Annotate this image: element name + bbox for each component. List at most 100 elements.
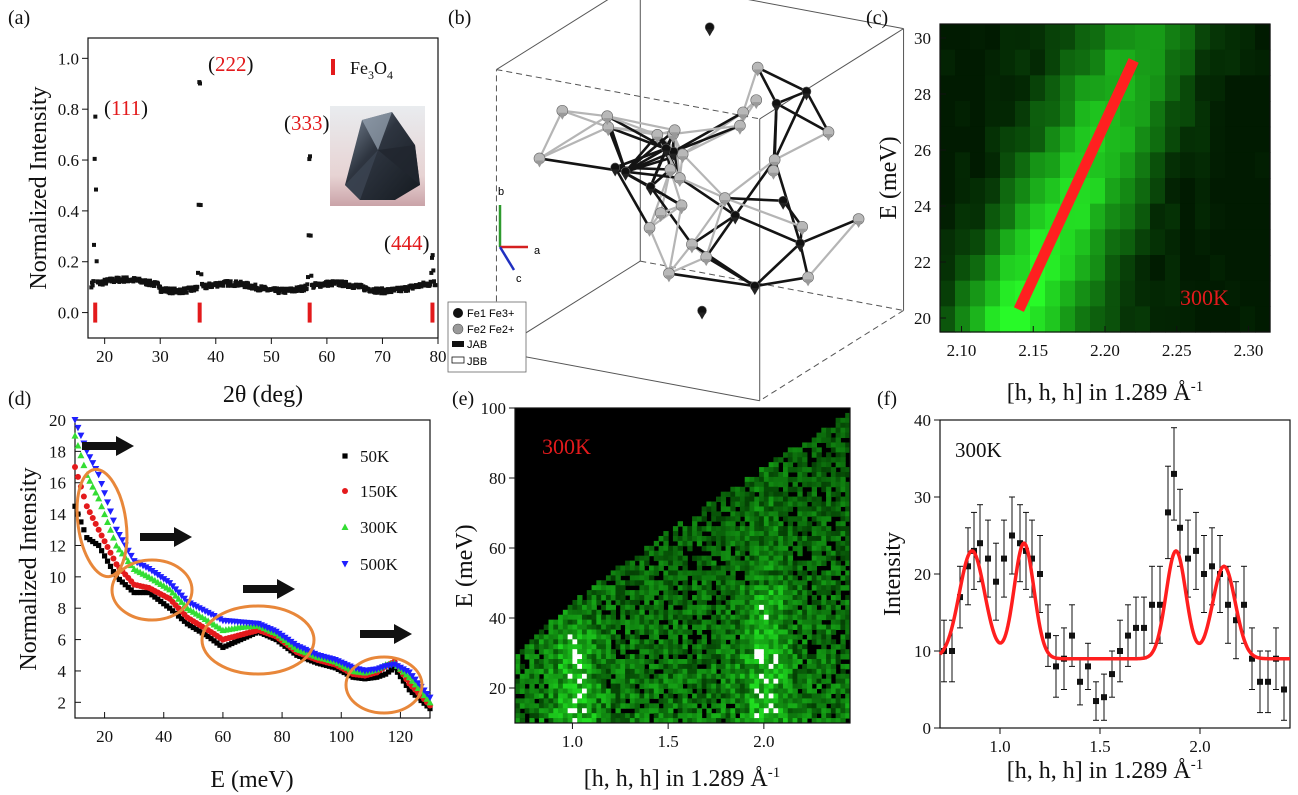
heatmap-cell — [720, 649, 727, 655]
heatmap-cell — [639, 649, 645, 655]
heatmap-cell — [577, 678, 583, 685]
heatmap-cell — [658, 698, 664, 704]
heatmap-cell — [787, 599, 794, 606]
heatmap-cell — [1015, 203, 1031, 230]
panel-c-ylabel: E (meV) — [876, 136, 902, 219]
heatmap-cell — [687, 604, 693, 611]
heatmap-cell — [716, 531, 722, 537]
heatmap-cell — [558, 708, 564, 714]
heatmap-cell — [529, 683, 535, 690]
heatmap-cell — [706, 575, 712, 581]
panel-f-fit-curve — [938, 541, 1290, 661]
heatmap-cell — [687, 673, 693, 680]
heatmap-cell — [639, 555, 645, 562]
heatmap-cell — [586, 718, 593, 724]
heatmap-cell — [534, 693, 540, 699]
heatmap-cell — [759, 599, 765, 606]
heatmap-cell — [783, 491, 789, 498]
heatmap-cell — [692, 570, 698, 576]
heatmap-cell — [687, 531, 693, 537]
heatmap-cell — [634, 639, 640, 645]
heatmap-cell — [730, 491, 736, 498]
x-tick-label: 70 — [374, 347, 391, 366]
heatmap-cell — [711, 649, 717, 655]
heatmap-cell — [653, 629, 660, 635]
heatmap-cell — [835, 590, 841, 596]
heatmap-cell — [1255, 306, 1271, 333]
heatmap-cell — [615, 624, 621, 630]
heatmap-cell — [725, 673, 731, 680]
heatmap-cell — [1045, 255, 1061, 282]
heatmap-cell — [649, 624, 655, 630]
data-point — [1001, 555, 1007, 562]
heatmap-cell — [610, 595, 616, 601]
heatmap-cell — [682, 609, 688, 616]
heatmap-cell — [802, 590, 808, 596]
heatmap-cell — [610, 629, 616, 635]
heatmap-cell — [749, 575, 755, 581]
heatmap-cell — [1090, 306, 1106, 333]
heatmap-cell — [577, 718, 583, 724]
heatmap-cell — [816, 555, 822, 562]
heatmap-cell — [845, 604, 851, 611]
heatmap-cell — [696, 629, 703, 635]
heatmap-cell — [826, 467, 832, 473]
y-tick-label: 20 — [489, 679, 506, 698]
heatmap-cell — [725, 521, 731, 527]
heatmap-cell — [787, 595, 794, 601]
heatmap-cell — [668, 560, 674, 566]
heatmap-cell — [768, 703, 774, 709]
heatmap-cell — [835, 570, 841, 576]
heatmap-cell — [739, 659, 746, 665]
heatmap-cell — [821, 545, 827, 552]
data-point-50K — [353, 675, 359, 681]
heatmap-cell — [610, 703, 616, 709]
data-point-500K — [115, 532, 123, 539]
heatmap-cell — [1150, 203, 1166, 230]
heatmap-cell — [787, 718, 794, 724]
heatmap-cell — [730, 535, 736, 542]
heatmap-cell — [744, 496, 750, 503]
heatmap-cell — [826, 511, 832, 517]
heatmap-cell — [663, 555, 669, 562]
heatmap-cell — [787, 639, 794, 645]
heatmap-cell — [759, 654, 765, 660]
heatmap-cell — [749, 565, 755, 571]
heatmap-cell — [672, 678, 679, 685]
heatmap-cell — [940, 178, 956, 205]
heatmap-cell — [601, 604, 607, 611]
heatmap-cell — [744, 526, 750, 532]
heatmap-cell — [601, 654, 607, 660]
heatmap-cell — [668, 550, 674, 557]
heatmap-cell — [1210, 229, 1226, 256]
heatmap-cell — [711, 575, 717, 581]
heatmap-cell — [730, 693, 736, 699]
heatmap-cell — [629, 560, 636, 566]
heatmap-cell — [759, 540, 765, 547]
heatmap-cell — [687, 703, 693, 709]
heatmap-cell — [749, 486, 755, 493]
heatmap-cell — [1015, 75, 1031, 102]
heatmap-cell — [725, 693, 731, 699]
heatmap-cell — [797, 595, 803, 601]
heatmap-cell — [672, 688, 679, 694]
data-point-50K — [418, 697, 424, 704]
heatmap-cell — [778, 535, 784, 542]
heatmap-cell — [1120, 101, 1136, 128]
heatmap-cell — [543, 678, 549, 685]
heatmap-cell — [634, 673, 640, 680]
heatmap-cell — [821, 531, 827, 537]
heatmap-cell — [629, 659, 636, 665]
heatmap-cell — [696, 624, 703, 630]
heatmap-cell — [759, 708, 765, 714]
heatmap-cell — [778, 609, 784, 616]
heatmap-cell — [835, 422, 841, 429]
spin-arrow-icon — [645, 229, 654, 237]
heatmap-cell — [768, 570, 774, 576]
data-point — [92, 156, 97, 161]
heatmap-cell — [773, 708, 779, 714]
heatmap-cell — [845, 688, 851, 694]
heatmap-cell — [562, 708, 569, 714]
heatmap-cell — [1000, 24, 1016, 51]
heatmap-cell — [562, 629, 569, 635]
